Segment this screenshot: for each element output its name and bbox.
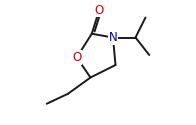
Text: O: O bbox=[95, 4, 104, 16]
Text: N: N bbox=[109, 31, 117, 44]
Text: O: O bbox=[72, 51, 81, 64]
